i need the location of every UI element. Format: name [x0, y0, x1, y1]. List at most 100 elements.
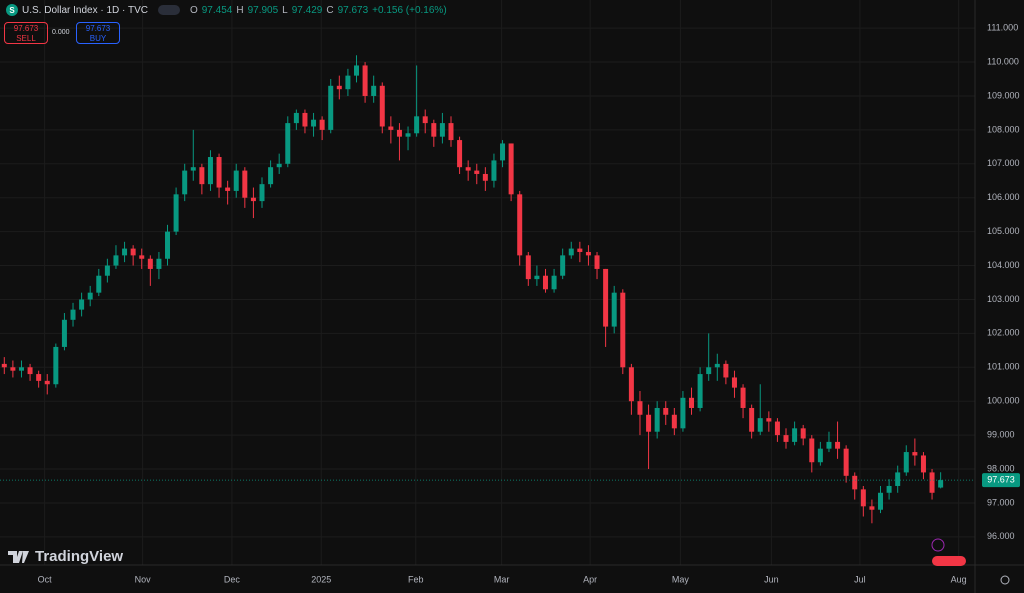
candle-body	[843, 448, 849, 476]
candle-body	[577, 248, 583, 252]
sell-button[interactable]: 97.673 SELL	[4, 22, 48, 44]
toggle[interactable]	[157, 5, 180, 15]
y-tick-label: 111.000	[987, 23, 1018, 33]
last-price-label: 97.673	[987, 474, 1015, 484]
candle-body	[276, 163, 282, 168]
ohlc-value: 97.429	[291, 4, 323, 16]
candle-body	[542, 275, 548, 290]
candle-body	[10, 367, 16, 371]
candle-body	[774, 421, 780, 436]
candle-body	[353, 65, 359, 76]
y-tick-label: 108.000	[987, 124, 1020, 134]
candle-body	[216, 157, 222, 188]
sell-price: 97.673	[13, 24, 39, 33]
candle-body	[826, 441, 832, 449]
candle-body	[792, 428, 798, 442]
symbol-title[interactable]: U.S. Dollar Index · 1D · TVC	[22, 4, 148, 16]
ohlc-letter: L	[282, 4, 288, 16]
y-tick-label: 103.000	[987, 294, 1020, 304]
candle-body	[611, 292, 617, 327]
candle-body	[697, 374, 703, 408]
candle-body	[70, 309, 76, 320]
candle-body	[551, 275, 557, 290]
candle-body	[44, 380, 50, 385]
candle-body	[860, 489, 866, 507]
candle-body	[79, 299, 85, 310]
candle-body	[457, 140, 463, 168]
candle-body	[362, 65, 368, 96]
x-tick-label: Jul	[854, 574, 866, 584]
x-tick-label: Mar	[494, 574, 510, 584]
candle-body	[680, 397, 686, 429]
candle-body	[560, 255, 566, 276]
y-tick-label: 102.000	[987, 328, 1020, 338]
candle-body	[53, 346, 59, 385]
candle-body	[929, 472, 935, 493]
brand-logo	[8, 550, 29, 563]
candle-body	[439, 123, 445, 137]
candle-body	[508, 143, 514, 195]
y-tick-label: 96.000	[987, 531, 1015, 541]
candle-body	[886, 485, 892, 493]
ohlc-letter: O	[189, 4, 198, 16]
event-flags	[932, 556, 966, 566]
candle-body	[628, 367, 634, 402]
candle-body	[345, 75, 351, 90]
candle-body	[903, 452, 909, 473]
candle-body	[328, 85, 334, 130]
candle-body	[938, 480, 944, 488]
buy-label: BUY	[89, 34, 107, 43]
candle-body	[18, 367, 24, 371]
candle-body	[869, 506, 875, 510]
candle-body	[517, 194, 523, 256]
buy-button[interactable]: 97.673 BUY	[76, 22, 120, 44]
candle-body	[302, 112, 308, 127]
settings-icon	[1000, 575, 1010, 585]
ohlc-letter: C	[326, 4, 334, 16]
candle-body	[165, 231, 171, 259]
candle-body	[27, 367, 33, 375]
candle-body	[835, 441, 841, 449]
candle-body	[122, 248, 128, 256]
y-tick-label: 104.000	[987, 260, 1020, 270]
x-tick-label: Oct	[38, 574, 53, 584]
sell-label: SELL	[16, 34, 36, 43]
candle-body	[379, 85, 385, 127]
candle-body	[465, 167, 471, 171]
header: S U.S. Dollar Index · 1D · TVC O 97.454 H…	[6, 4, 447, 16]
spread: 0.000	[52, 29, 70, 36]
candle-body	[448, 123, 454, 141]
symbol-icon: S	[6, 4, 18, 16]
candle-body	[912, 452, 918, 456]
candle-body	[104, 265, 110, 276]
candle-body	[620, 292, 626, 368]
candle-body	[817, 448, 823, 463]
candle-body	[259, 184, 265, 202]
candle-body	[199, 167, 205, 185]
brand: TradingView	[8, 548, 123, 565]
event-icon	[931, 538, 945, 552]
candle-body	[61, 319, 67, 347]
candle-body	[689, 397, 695, 408]
candle-body	[225, 187, 231, 191]
candle-body	[422, 116, 428, 124]
y-tick-label: 105.000	[987, 226, 1020, 236]
candle-body	[740, 387, 746, 408]
candle-body	[568, 248, 574, 256]
y-tick-label: 99.000	[987, 429, 1015, 439]
x-tick-label: Apr	[583, 574, 597, 584]
candle-body	[113, 255, 119, 266]
candle-body	[319, 119, 325, 130]
candle-body	[190, 167, 196, 171]
candle-body	[920, 455, 926, 473]
candle-body	[431, 123, 437, 137]
candle-body	[757, 418, 763, 432]
candle-body	[766, 418, 772, 422]
candle-body	[87, 292, 93, 300]
candle-body	[96, 275, 102, 293]
candle-body	[603, 268, 609, 327]
x-tick-label: May	[672, 574, 690, 584]
y-tick-label: 107.000	[987, 158, 1020, 168]
